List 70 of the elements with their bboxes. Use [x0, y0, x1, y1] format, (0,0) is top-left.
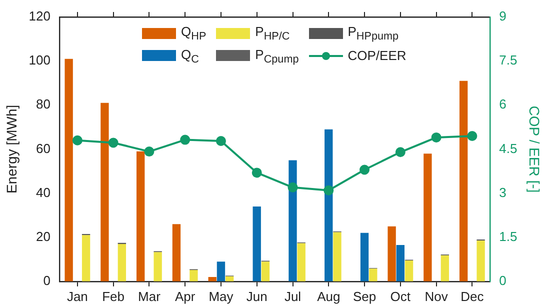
bar: [261, 262, 270, 282]
bar: [136, 151, 145, 282]
bar: [154, 252, 162, 282]
y-axis-title: Energy [MWh]: [3, 104, 20, 194]
legend-label: Q$_{HP}$: [181, 24, 206, 43]
y-tick-label: 0: [43, 272, 50, 288]
y2-tick-label: 0: [499, 272, 506, 288]
x-tick-label: May: [208, 288, 234, 304]
bar: [440, 255, 450, 282]
bar: [64, 58, 73, 282]
legend-label: P$_{HPpump}$: [348, 24, 399, 43]
legend-label: P$_{HP/C}$: [255, 24, 290, 43]
bar: [82, 235, 90, 282]
bar: [324, 129, 333, 282]
x-tick-label: Dec: [460, 288, 484, 304]
point: [144, 146, 154, 157]
y-tick-label: 60: [36, 140, 50, 156]
y-tick-label: 120: [28, 8, 50, 24]
y2-axis-title: COP / EER [-]: [526, 106, 543, 193]
bar: [388, 226, 396, 282]
bar: [404, 260, 414, 282]
x-tick-label: Jun: [246, 288, 268, 304]
legend-label: COP/EER: [348, 48, 406, 64]
x-tick-label: Oct: [390, 288, 411, 304]
y2-tick-label: 3: [499, 184, 506, 200]
bar: [476, 240, 485, 282]
bar: [369, 268, 378, 282]
point: [395, 147, 406, 158]
bar: [100, 102, 109, 282]
bar: [288, 160, 297, 282]
legend-label: Q$_{C}$: [181, 46, 199, 66]
bar: [252, 206, 261, 282]
x-tick-label: Sep: [352, 288, 376, 304]
point: [467, 130, 478, 141]
x-tick-label: Aug: [317, 288, 340, 304]
y2-tick-label: 6: [499, 96, 506, 112]
point: [288, 182, 298, 192]
x-tick-label: Nov: [424, 288, 448, 304]
bar: [333, 232, 342, 282]
point: [360, 164, 370, 175]
y-tick-label: 40: [36, 184, 50, 200]
bar: [118, 244, 126, 282]
y-tick-label: 100: [28, 52, 50, 68]
point: [72, 135, 82, 146]
bar: [459, 80, 468, 282]
y2-tick-label: 4.5: [499, 140, 518, 156]
x-tick-label: Mar: [138, 288, 162, 304]
x-tick-label: Jul: [284, 288, 302, 304]
y-tick-label: 20: [36, 228, 50, 244]
point: [108, 138, 118, 148]
bar: [424, 154, 432, 282]
x-tick-label: Feb: [102, 288, 125, 304]
bar: [190, 270, 198, 282]
bar: [216, 262, 226, 282]
bar: [360, 232, 369, 282]
point: [180, 134, 190, 145]
x-tick-label: Jan: [66, 288, 88, 304]
legend-label: P$_{Cpump}$: [255, 46, 299, 66]
point: [216, 136, 226, 146]
bar: [172, 224, 181, 282]
point: [431, 132, 442, 142]
y2-tick-label: 7.5: [499, 52, 518, 68]
x-tick-label: Apr: [174, 288, 196, 304]
point: [252, 168, 262, 178]
bar: [396, 245, 405, 282]
y-tick-label: 80: [36, 96, 50, 112]
y2-tick-label: 1.5: [499, 228, 518, 244]
point: [324, 185, 334, 196]
bar: [297, 243, 306, 282]
y2-tick-label: 9: [499, 8, 506, 24]
